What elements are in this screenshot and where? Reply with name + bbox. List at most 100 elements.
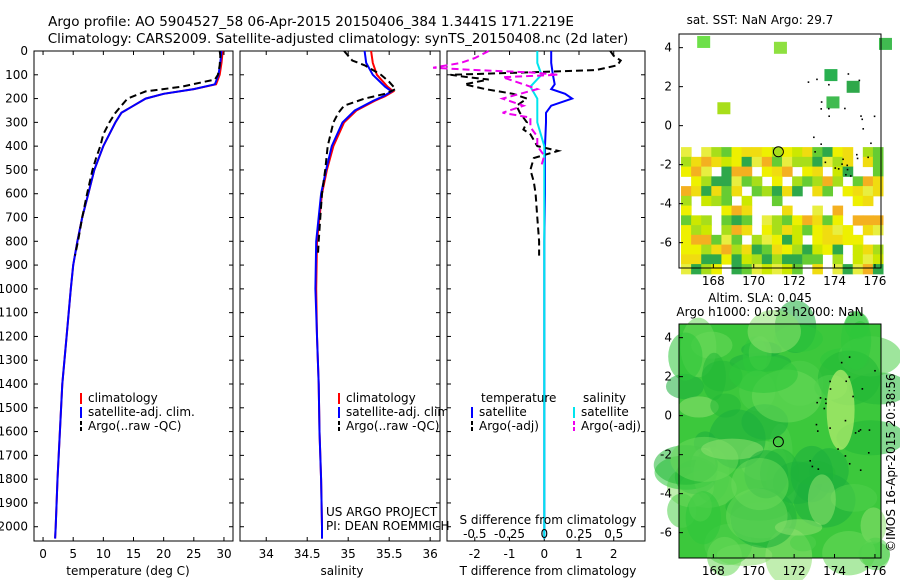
sst-cell <box>731 234 743 246</box>
sst-cell <box>812 205 823 216</box>
sst-cell <box>832 205 844 216</box>
sst-cell <box>731 254 743 265</box>
sla-blob <box>858 541 891 568</box>
depth-tick-label: 1400 <box>0 377 28 391</box>
sst-cell <box>872 215 884 226</box>
sst-cell <box>741 215 753 226</box>
sst-cell <box>852 244 864 255</box>
y-tick-label: -6 <box>660 236 672 250</box>
depth-tick-label: 700 <box>5 211 28 225</box>
x-tick-label: 172 <box>783 274 806 288</box>
legend-label: satellite-adj. clim. <box>88 405 195 419</box>
sst-cell <box>832 147 844 158</box>
sst-cell <box>822 186 834 197</box>
legend-label: Argo(..raw -QC) <box>346 419 439 433</box>
legend-header-temperature: temperature <box>481 391 556 405</box>
island-dot <box>816 78 818 81</box>
sst-cell <box>792 186 803 197</box>
sst-cell <box>691 254 702 265</box>
x-tick-label: 34 <box>259 547 274 561</box>
top-tick-label: -0.5 <box>463 527 486 541</box>
sst-cell <box>782 264 793 275</box>
sst-cell <box>721 215 733 226</box>
difference-top-label: S difference from climatology <box>460 513 637 527</box>
sst-cell <box>751 147 763 158</box>
sst-cell <box>812 156 823 168</box>
island-dot <box>858 79 861 82</box>
sst-cell <box>711 254 722 265</box>
sst-cell <box>822 215 834 226</box>
island-dot <box>852 395 854 398</box>
sst-cell <box>741 244 753 255</box>
sst-cell <box>832 176 844 187</box>
legend-label: satellite <box>581 405 629 419</box>
x-tick-label: 170 <box>742 564 765 578</box>
island-dot <box>842 158 844 161</box>
sst-cell <box>681 195 692 207</box>
sst-cell <box>792 215 803 226</box>
sst-cell <box>711 147 722 158</box>
sst-cell <box>721 186 733 197</box>
island-dot <box>819 397 822 399</box>
top-tick-label: 0 <box>540 527 548 541</box>
sst-cell <box>771 176 783 187</box>
sst-cell <box>782 147 793 158</box>
sst-cell <box>717 102 731 115</box>
sst-cell <box>872 264 884 275</box>
sst-cell <box>761 264 773 275</box>
x-tick-label: 5 <box>69 547 77 561</box>
x-tick-label: 25 <box>186 547 201 561</box>
island-dot <box>846 164 849 167</box>
sst-cell <box>782 186 793 197</box>
island-dot <box>825 402 827 405</box>
sst-cell <box>852 234 864 246</box>
sst-cell <box>681 215 692 226</box>
sst-cell <box>802 156 813 168</box>
sst-cell <box>822 234 834 246</box>
y-tick-label: -6 <box>660 526 672 540</box>
sst-cell <box>792 254 803 265</box>
island-dot <box>816 401 818 404</box>
legend-label: climatology <box>88 391 158 405</box>
y-tick-label: 0 <box>664 409 672 423</box>
salinity-panel: 34 34.5 35 35.5 36 climatologysatellite-adj. … <box>239 50 453 561</box>
sla-blob <box>830 484 878 512</box>
y-tick-label: 2 <box>664 80 672 94</box>
sst-cell <box>878 37 892 50</box>
sst-cell <box>782 244 793 255</box>
island-dot <box>846 168 849 171</box>
sst-cell <box>824 69 838 82</box>
island-dot <box>860 115 862 117</box>
x-tick-label: -1 <box>504 547 516 561</box>
island-dot <box>858 430 860 433</box>
x-tick-label: 0 <box>39 547 47 561</box>
sst-cell <box>812 244 823 255</box>
legend-header-salinity: salinity <box>583 391 626 405</box>
island-dot <box>841 163 843 165</box>
sst-cell <box>842 234 854 246</box>
sst-cell <box>842 186 854 197</box>
sst-cell <box>761 225 773 236</box>
island-dot <box>848 376 851 378</box>
top-tick-label: -0.25 <box>494 527 525 541</box>
sla-blob <box>860 507 887 544</box>
sst-cell <box>832 156 844 168</box>
sst-cell <box>741 156 753 168</box>
island-dot <box>862 128 865 130</box>
x-tick-label: 15 <box>126 547 141 561</box>
sst-cell <box>741 147 753 158</box>
sst-cell <box>731 156 743 168</box>
island-dot <box>861 388 864 390</box>
island-dot <box>849 175 852 177</box>
credit-project: US ARGO PROJECT <box>326 505 438 519</box>
sst-cell <box>802 166 813 177</box>
sst-cell <box>721 195 733 207</box>
sst-cell <box>771 186 783 197</box>
sst-cell <box>681 225 692 236</box>
x-tick-label: 34.5 <box>294 547 321 561</box>
island-dot <box>844 107 846 110</box>
island-dot <box>820 143 822 145</box>
sst-cell <box>822 147 834 158</box>
sst-cell <box>852 186 864 197</box>
sst-cell <box>721 225 733 236</box>
